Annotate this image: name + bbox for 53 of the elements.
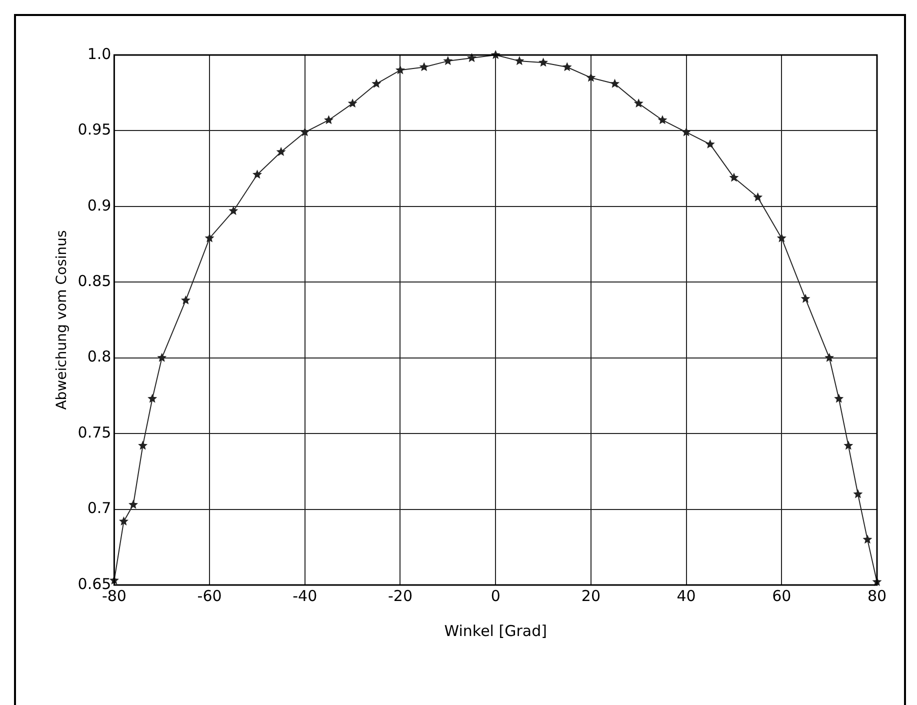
- x-axis-title: Winkel [Grad]: [444, 622, 547, 640]
- y-tick-label: 0.75: [78, 423, 112, 442]
- point: [844, 440, 854, 450]
- x-tick-label: 40: [676, 586, 696, 605]
- y-tick-label: 1.0: [87, 44, 112, 63]
- point: [729, 172, 739, 182]
- point: [834, 394, 844, 403]
- point: [443, 56, 453, 66]
- point: [157, 352, 167, 362]
- point: [228, 206, 238, 216]
- y-tick-label: 0.7: [87, 499, 112, 518]
- point: [372, 78, 382, 88]
- x-tick-label: 0: [490, 586, 500, 605]
- point: [853, 489, 863, 498]
- point: [658, 115, 668, 124]
- point: [395, 65, 406, 74]
- point: [824, 352, 834, 362]
- point: [148, 394, 158, 403]
- point: [682, 127, 692, 136]
- point: [419, 62, 429, 72]
- y-tick-label: 0.9: [87, 196, 112, 214]
- point: [705, 139, 715, 148]
- x-tick-label: 20: [581, 586, 600, 605]
- x-tick-label: -20: [388, 586, 412, 605]
- y-tick-label: 0.95: [78, 120, 112, 139]
- x-tick-label: -60: [197, 586, 222, 605]
- point: [348, 98, 358, 108]
- point: [610, 78, 620, 88]
- point: [514, 56, 524, 66]
- point: [118, 516, 128, 526]
- point: [138, 440, 148, 450]
- y-axis-title: Abweichung vom Cosinus: [54, 230, 70, 410]
- y-tick-label: 0.8: [87, 348, 112, 366]
- point: [204, 233, 214, 242]
- point: [180, 295, 190, 304]
- point: [562, 62, 572, 72]
- x-tick-label: 80: [867, 586, 887, 605]
- point: [800, 294, 810, 303]
- point: [538, 58, 548, 67]
- point: [862, 534, 872, 544]
- point: [586, 72, 596, 82]
- point: [128, 500, 138, 509]
- point: [300, 127, 310, 136]
- point: [467, 53, 477, 62]
- x-tick-label: 60: [772, 586, 792, 605]
- point: [776, 233, 786, 242]
- point: [634, 98, 644, 108]
- y-tick-label: 0.85: [78, 272, 112, 290]
- point: [276, 146, 286, 156]
- point: [252, 170, 262, 179]
- point: [324, 115, 334, 124]
- x-tick-label: -40: [292, 586, 318, 605]
- point: [753, 192, 763, 202]
